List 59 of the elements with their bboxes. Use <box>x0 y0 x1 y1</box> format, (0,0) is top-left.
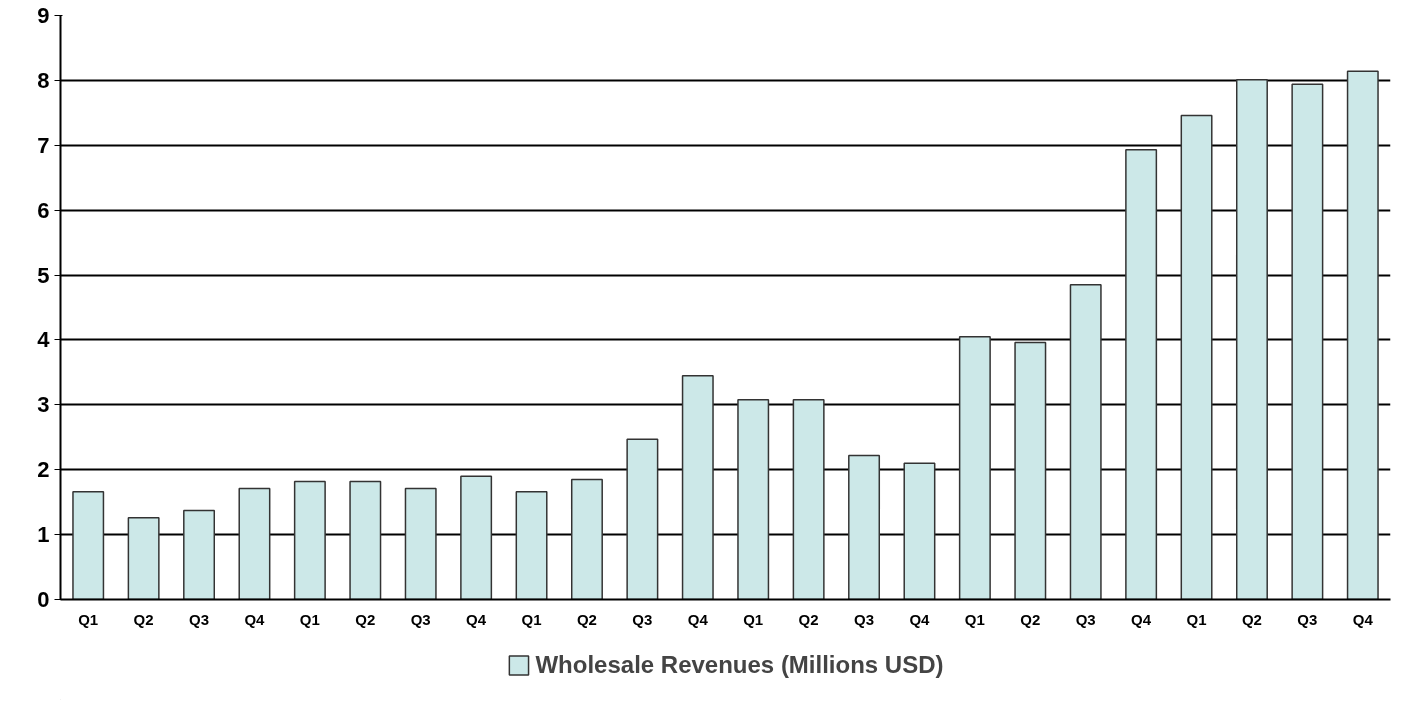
y-tick-label: 5 <box>37 262 50 288</box>
x-tick-label: Q1 <box>964 610 985 628</box>
x-tick-label: Q4 <box>687 610 709 628</box>
bar <box>903 462 936 600</box>
x-tick-label: Q3 <box>854 610 875 628</box>
bar <box>792 398 825 600</box>
x-tick-label: Q4 <box>909 610 931 628</box>
y-tick-label: 3 <box>37 392 50 418</box>
x-tick-label: Q4 <box>244 610 266 628</box>
bar <box>72 491 105 600</box>
x-tick-label: Q3 <box>632 610 653 628</box>
bar <box>515 491 548 600</box>
bar <box>958 335 991 600</box>
x-tick-label: Q3 <box>189 610 210 628</box>
bar <box>404 487 437 600</box>
bar <box>349 480 382 600</box>
y-tick-label: 4 <box>37 327 51 353</box>
x-tick-label: Q4 <box>1131 610 1152 628</box>
x-tick-label: Q2 <box>576 610 597 628</box>
bar <box>1069 284 1102 600</box>
x-tick-label: Q2 <box>1020 610 1041 628</box>
bar <box>1235 78 1268 600</box>
y-tick-label: 2 <box>37 457 50 483</box>
bar <box>737 398 770 600</box>
bar <box>1180 114 1213 600</box>
x-tick-label: Q1 <box>1186 610 1207 628</box>
y-tick-label: 1 <box>37 522 50 548</box>
x-tick-label: Q2 <box>798 610 819 628</box>
x-tick-label: Q3 <box>410 610 431 628</box>
bar <box>848 454 881 600</box>
x-tick-label: Q1 <box>78 610 99 628</box>
bar <box>626 438 659 600</box>
x-tick-label: Q1 <box>743 610 764 628</box>
y-tick-label: 6 <box>37 197 50 223</box>
y-tick-label: 8 <box>37 67 50 93</box>
x-tick-label: Q4 <box>1352 610 1374 628</box>
bar <box>460 475 493 600</box>
bar <box>238 487 271 600</box>
y-tick-label: 0 <box>37 587 50 612</box>
bar <box>127 516 160 600</box>
bar <box>681 374 714 600</box>
bar <box>570 478 603 600</box>
y-tick-label: 9 <box>37 3 50 28</box>
x-tick-label: Q3 <box>1075 610 1096 628</box>
x-tick-label: Q1 <box>521 610 542 628</box>
x-tick-label: Q4 <box>466 610 487 628</box>
bar <box>1125 149 1158 600</box>
bar <box>1346 70 1379 600</box>
bar <box>183 509 216 600</box>
x-tick-label: Q3 <box>1297 610 1318 628</box>
bar <box>293 480 326 600</box>
x-tick-label: Q2 <box>133 610 154 628</box>
y-tick-label: 7 <box>37 132 50 158</box>
x-tick-label: Q2 <box>355 610 376 628</box>
x-tick-label: Q1 <box>299 610 320 628</box>
bar <box>1291 83 1324 600</box>
bar <box>1014 341 1047 600</box>
x-tick-label: Q2 <box>1241 610 1262 628</box>
legend-label: Wholesale Revenues (Millions USD) <box>535 651 944 679</box>
